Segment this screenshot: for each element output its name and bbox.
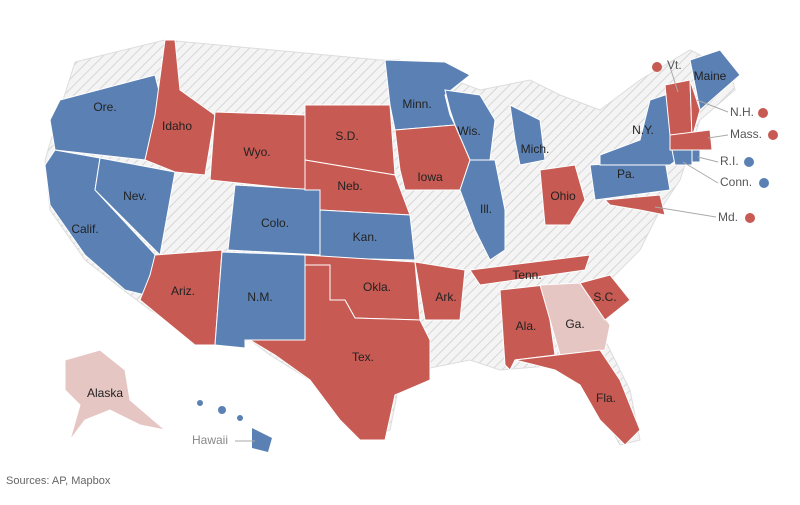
state-label: Okla. [363,280,391,294]
state-label: Colo. [261,216,289,230]
state-label: Ariz. [171,284,195,298]
state-label: Tex. [352,350,374,364]
state [459,159,506,261]
state [469,254,591,286]
state [514,349,641,446]
state [669,129,713,151]
callout-label: R.I. [720,154,739,168]
leader-line [654,206,717,218]
state-label: Calif. [71,222,98,236]
state-label: Ore. [93,100,116,114]
state-label: Fla. [596,391,616,405]
state-label: Hawaii [192,433,228,447]
state [579,274,631,321]
state-label: S.C. [593,290,616,304]
state [245,264,431,441]
state [671,149,693,166]
state [509,104,546,166]
state-label: Ill. [480,202,492,216]
callout-label: Mass. [730,127,762,141]
leader-line [682,161,719,184]
state-label: Wyo. [243,145,270,159]
state-label: Mich. [521,142,550,156]
state-label: Kan. [353,230,378,244]
state-label: N.Y. [632,123,654,137]
leader-line [696,99,729,113]
state-label: Pa. [617,167,635,181]
state [539,164,586,226]
state-label: Ga. [565,317,584,331]
leader-line [697,156,719,163]
callout-label: Vt. [667,58,682,72]
state-label: Nev. [123,189,147,203]
state [689,49,741,111]
leader-line [669,66,679,93]
state-label: Maine [694,69,727,83]
callout-dot [759,178,769,188]
callout-dot [652,62,662,72]
state-label: Ark. [435,290,456,304]
callout-dot [745,213,755,223]
state [414,261,466,321]
state [664,79,693,139]
state [384,59,471,131]
state-label: Alaska [87,386,123,400]
state-label: S.D. [335,129,358,143]
state-label: Ala. [516,319,537,333]
state-label: N.M. [247,290,272,304]
state-label: Idaho [162,119,192,133]
callout-dot [758,108,768,118]
state-label: Neb. [337,179,362,193]
state-label: Wis. [457,124,480,138]
state [197,400,272,452]
state [689,79,701,139]
state [64,349,167,441]
state [691,149,701,163]
state [139,249,223,346]
callout-label: Conn. [720,175,752,189]
state [319,209,416,261]
callout-label: N.H. [730,105,754,119]
leader-line [707,134,729,139]
callout-label: Md. [718,210,738,224]
callouts: Vt. N.H. Mass. R.I. Conn. Md. [652,58,778,224]
state [603,194,666,216]
state-label: Iowa [417,170,443,184]
state [144,39,216,176]
state-label: Tenn. [512,268,541,282]
source: Sources: AP, Mapbox [6,475,111,487]
callout-dot [744,157,754,167]
state-label: Minn. [402,97,431,111]
state-label: Ohio [550,189,576,203]
callout-dot [768,130,778,140]
